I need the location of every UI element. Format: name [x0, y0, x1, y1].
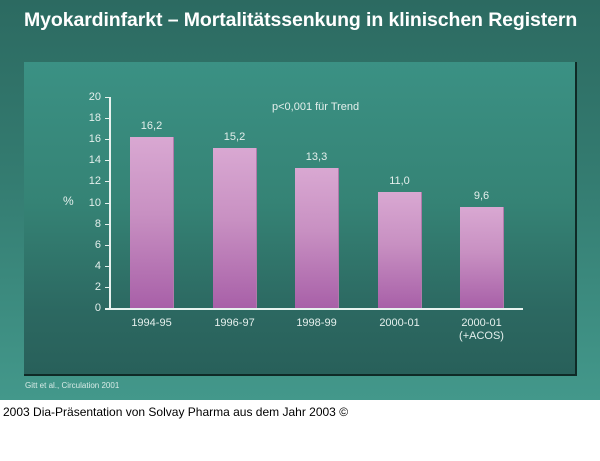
- x-category-label: 2000-01 (+ACOS): [442, 317, 522, 343]
- y-tick-label: 12: [88, 175, 101, 187]
- x-category-label: 2000-01: [360, 317, 440, 330]
- y-tick: [105, 181, 109, 182]
- y-tick: [105, 266, 109, 267]
- y-tick: [105, 203, 109, 204]
- y-axis-label: %: [63, 194, 74, 208]
- y-tick-label: 14: [88, 154, 101, 166]
- x-axis: [105, 308, 523, 310]
- y-axis: [109, 97, 111, 309]
- x-category-line: (+ACOS): [459, 330, 504, 342]
- slide-title: Myokardinfarkt – Mortalitätssenkung in k…: [24, 9, 578, 31]
- trend-annotation: p<0,001 für Trend: [272, 101, 360, 113]
- x-category-label: 1994-95: [112, 317, 192, 330]
- y-tick: [105, 97, 109, 98]
- bar-value-label: 15,2: [223, 131, 246, 143]
- bar-value-label: 11,0: [389, 175, 410, 187]
- slide: Myokardinfarkt – Mortalitätssenkung in k…: [0, 0, 600, 400]
- y-tick-label: 8: [94, 218, 101, 230]
- x-category-label: 1996-97: [195, 317, 275, 330]
- bar-1: [130, 137, 173, 308]
- x-category-line: 2000-01: [379, 317, 420, 329]
- bar-value-label: 13,3: [305, 151, 328, 163]
- y-tick: [105, 118, 109, 119]
- bar-5: [460, 207, 503, 308]
- y-tick-label: 2: [94, 281, 101, 293]
- chart-panel: % p<0,001 für Trend 0 2 4 6 8 10 12 14 16 18 20 16,…: [24, 62, 577, 376]
- y-tick-label: 4: [94, 260, 101, 272]
- y-tick-label: 6: [94, 239, 101, 251]
- y-tick: [105, 308, 109, 309]
- y-tick-label: 18: [88, 112, 101, 124]
- x-category-line: 2000-01: [461, 317, 502, 329]
- y-tick: [105, 139, 109, 140]
- bar-3: [295, 168, 338, 308]
- bar-value-label: 16,2: [140, 120, 163, 132]
- bar-4: [378, 192, 421, 308]
- y-tick-label: 10: [88, 197, 101, 209]
- y-tick-label: 16: [88, 133, 101, 145]
- y-tick-label: 20: [88, 91, 101, 103]
- image-caption: 2003 Dia-Präsentation von Solvay Pharma …: [3, 405, 349, 419]
- bar-2: [213, 148, 256, 308]
- x-category-label: 1998-99: [277, 317, 357, 330]
- y-tick: [105, 160, 109, 161]
- y-tick: [105, 245, 109, 246]
- y-tick: [105, 287, 109, 288]
- x-category-line: 1994-95: [131, 317, 172, 329]
- bar-chart: % p<0,001 für Trend 0 2 4 6 8 10 12 14 16 18 20 16,…: [24, 62, 575, 374]
- source-citation: Gitt et al., Circulation 2001: [25, 381, 120, 390]
- y-tick-label: 0: [94, 302, 101, 314]
- y-tick: [105, 224, 109, 225]
- x-category-line: 1996-97: [214, 317, 255, 329]
- bar-value-label: 9,6: [473, 190, 490, 202]
- x-category-line: 1998-99: [296, 317, 337, 329]
